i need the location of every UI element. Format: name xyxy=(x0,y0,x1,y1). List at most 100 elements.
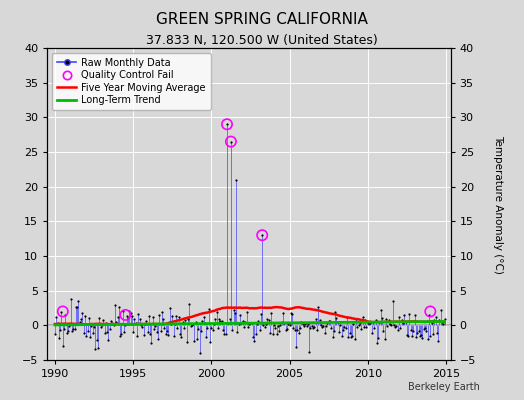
Point xyxy=(57,308,66,315)
Point xyxy=(316,322,325,328)
Point xyxy=(413,329,421,336)
Point xyxy=(270,322,278,328)
Point xyxy=(223,121,231,128)
Point xyxy=(250,338,258,344)
Point xyxy=(426,308,434,315)
Point xyxy=(89,329,97,336)
Point xyxy=(395,314,403,320)
Point xyxy=(237,319,246,326)
Point xyxy=(302,323,311,330)
Point xyxy=(182,338,191,345)
Point xyxy=(345,329,354,336)
Point xyxy=(160,325,169,331)
Point xyxy=(291,327,299,333)
Point xyxy=(346,334,355,340)
Point xyxy=(227,138,235,145)
Point xyxy=(97,322,106,328)
Point xyxy=(404,333,412,340)
Point xyxy=(148,314,157,320)
Point xyxy=(116,333,124,339)
Point xyxy=(110,322,118,329)
Point xyxy=(390,322,398,328)
Point xyxy=(410,312,419,318)
Point xyxy=(102,320,110,326)
Point xyxy=(113,314,122,320)
Text: 37.833 N, 120.500 W (United States): 37.833 N, 120.500 W (United States) xyxy=(146,34,378,47)
Point xyxy=(438,319,446,325)
Point xyxy=(374,334,383,341)
Point xyxy=(274,323,282,329)
Point xyxy=(378,315,386,322)
Point xyxy=(314,304,322,310)
Point xyxy=(326,317,334,324)
Point xyxy=(184,316,192,323)
Point xyxy=(292,344,300,350)
Point xyxy=(382,316,390,322)
Point xyxy=(224,320,233,326)
Point xyxy=(336,322,345,328)
Point xyxy=(111,302,119,309)
Point xyxy=(431,314,440,320)
Point xyxy=(354,322,363,328)
Point xyxy=(418,335,427,341)
Point xyxy=(300,322,308,329)
Point xyxy=(167,321,175,327)
Point xyxy=(433,330,441,336)
Point xyxy=(156,328,165,334)
Point xyxy=(373,340,381,346)
Point xyxy=(81,312,89,319)
Point xyxy=(334,319,342,326)
Point xyxy=(59,308,67,315)
Point xyxy=(138,324,147,330)
Point xyxy=(319,323,328,329)
Point xyxy=(150,326,158,332)
Point xyxy=(340,324,348,330)
Point xyxy=(412,334,420,340)
Point xyxy=(93,337,101,343)
Point xyxy=(405,310,413,317)
Point xyxy=(60,326,68,332)
Point xyxy=(151,323,159,330)
Point xyxy=(303,320,312,327)
Point xyxy=(426,333,434,340)
Point xyxy=(174,314,183,320)
Point xyxy=(298,321,307,327)
Point xyxy=(301,320,309,327)
Point xyxy=(72,304,80,310)
Point xyxy=(62,329,71,336)
Point xyxy=(108,319,116,326)
Point xyxy=(244,324,252,330)
Point xyxy=(198,318,206,324)
Point xyxy=(166,305,174,311)
Point xyxy=(147,340,156,346)
Point xyxy=(370,325,378,331)
Point xyxy=(331,309,340,315)
Point xyxy=(327,324,335,331)
Point xyxy=(82,332,91,339)
Point xyxy=(75,319,84,325)
Point xyxy=(321,330,329,336)
Point xyxy=(172,312,180,319)
Point xyxy=(352,316,360,322)
Point xyxy=(383,323,391,329)
Point xyxy=(260,324,269,330)
Point xyxy=(366,320,375,326)
Point xyxy=(372,317,380,323)
Point xyxy=(421,325,429,332)
Point xyxy=(379,328,388,334)
Point xyxy=(388,298,397,304)
Point xyxy=(168,312,177,319)
Point xyxy=(185,300,193,307)
Point xyxy=(86,334,94,340)
Point xyxy=(247,320,256,326)
Point xyxy=(259,322,268,328)
Point xyxy=(337,332,346,339)
Point xyxy=(139,332,148,338)
Point xyxy=(435,316,444,323)
Point xyxy=(353,324,362,330)
Point xyxy=(219,327,227,333)
Point xyxy=(100,330,108,336)
Point xyxy=(181,317,190,323)
Point xyxy=(358,314,367,320)
Point xyxy=(330,328,338,334)
